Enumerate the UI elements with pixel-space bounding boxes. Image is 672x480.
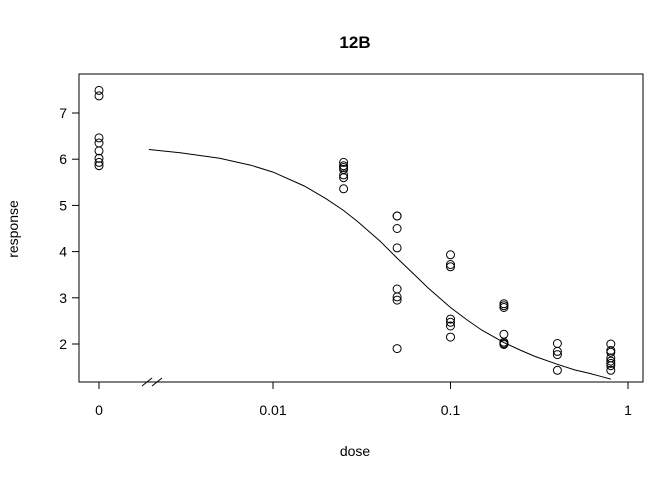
data-point: [94, 161, 104, 171]
x-tick-label: 0.1: [441, 402, 461, 418]
y-tick-label: 4: [59, 244, 67, 260]
data-point: [499, 301, 509, 311]
data-point: [94, 91, 104, 101]
y-tick-label: 7: [59, 105, 67, 121]
y-tick-label: 6: [59, 151, 67, 167]
data-point: [446, 314, 455, 324]
data-point: [446, 250, 455, 260]
data-point: [446, 260, 455, 269]
data-point: [392, 224, 402, 233]
data-point: [446, 321, 455, 331]
data-point: [94, 133, 104, 143]
data-point: [446, 262, 455, 272]
data-point: [552, 346, 562, 356]
y-tick-label: 3: [59, 290, 67, 306]
x-axis-label: dose: [340, 443, 371, 459]
fitted-curve-layer: [148, 149, 611, 380]
data-point: [339, 173, 349, 183]
data-point: [392, 243, 402, 253]
data-point: [339, 170, 349, 180]
axis-break-mark: [141, 377, 153, 387]
data-points-layer: [94, 85, 616, 375]
y-tick-label: 5: [59, 197, 67, 213]
data-point: [392, 284, 402, 294]
y-axis-label: response: [5, 200, 21, 258]
data-point: [446, 317, 455, 327]
data-point: [392, 344, 402, 354]
data-point: [606, 361, 616, 371]
plot-frame: [78, 73, 644, 383]
data-point: [499, 329, 509, 339]
chart-title: 12B: [339, 33, 370, 52]
data-point: [94, 157, 104, 167]
data-point: [552, 350, 562, 360]
data-point: [339, 163, 349, 172]
x-axis: 0 0.01 0.1 1: [95, 377, 632, 418]
data-point: [94, 85, 104, 95]
data-point: [606, 347, 616, 357]
x-tick-label: 0: [95, 402, 103, 418]
data-point: [94, 146, 104, 156]
data-point: [446, 332, 455, 342]
data-point: [606, 365, 616, 375]
data-point: [94, 153, 104, 163]
data-point: [94, 138, 104, 148]
data-point: [606, 358, 616, 368]
data-point: [606, 356, 616, 366]
data-point: [392, 292, 402, 302]
data-point: [392, 211, 402, 221]
axis-break-mark: [151, 377, 163, 387]
fitted-curve-line: [148, 149, 611, 380]
data-point: [499, 303, 509, 312]
data-point: [552, 339, 562, 348]
x-tick-label: 0.01: [259, 402, 286, 418]
data-point: [392, 295, 402, 305]
y-axis: 2 3 4 5 6 7: [59, 105, 80, 352]
data-point: [339, 157, 349, 167]
y-tick-label: 2: [59, 336, 67, 352]
data-point: [552, 365, 562, 375]
data-point: [499, 340, 509, 349]
data-point: [339, 184, 349, 194]
x-tick-label: 1: [624, 402, 632, 418]
